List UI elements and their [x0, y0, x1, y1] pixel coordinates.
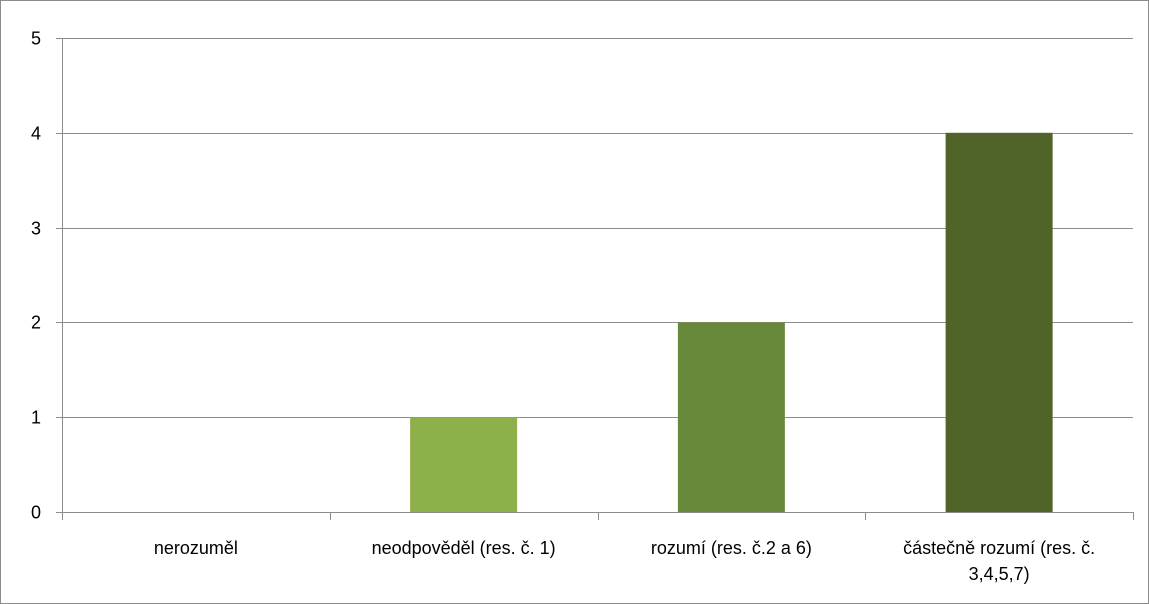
x-category-label-2: rozumí (res. č.2 a 6)	[651, 538, 812, 558]
y-tick-label-4: 4	[31, 124, 41, 144]
x-category-label-3: částečně rozumí (res. č.	[903, 538, 1095, 558]
y-tick-label-5: 5	[31, 29, 41, 49]
x-category-label-1: neodpověděl (res. č. 1)	[372, 538, 556, 558]
bar-2	[677, 322, 785, 512]
bar-3	[945, 132, 1053, 513]
y-tick-label-3: 3	[31, 219, 41, 239]
x-category-label-0: nerozuměl	[154, 538, 238, 558]
y-tick-label-2: 2	[31, 313, 41, 333]
y-tick-label-0: 0	[31, 503, 41, 523]
x-category-label-3: 3,4,5,7)	[969, 564, 1030, 584]
y-tick-label-1: 1	[31, 408, 41, 428]
bar-1	[410, 417, 518, 512]
